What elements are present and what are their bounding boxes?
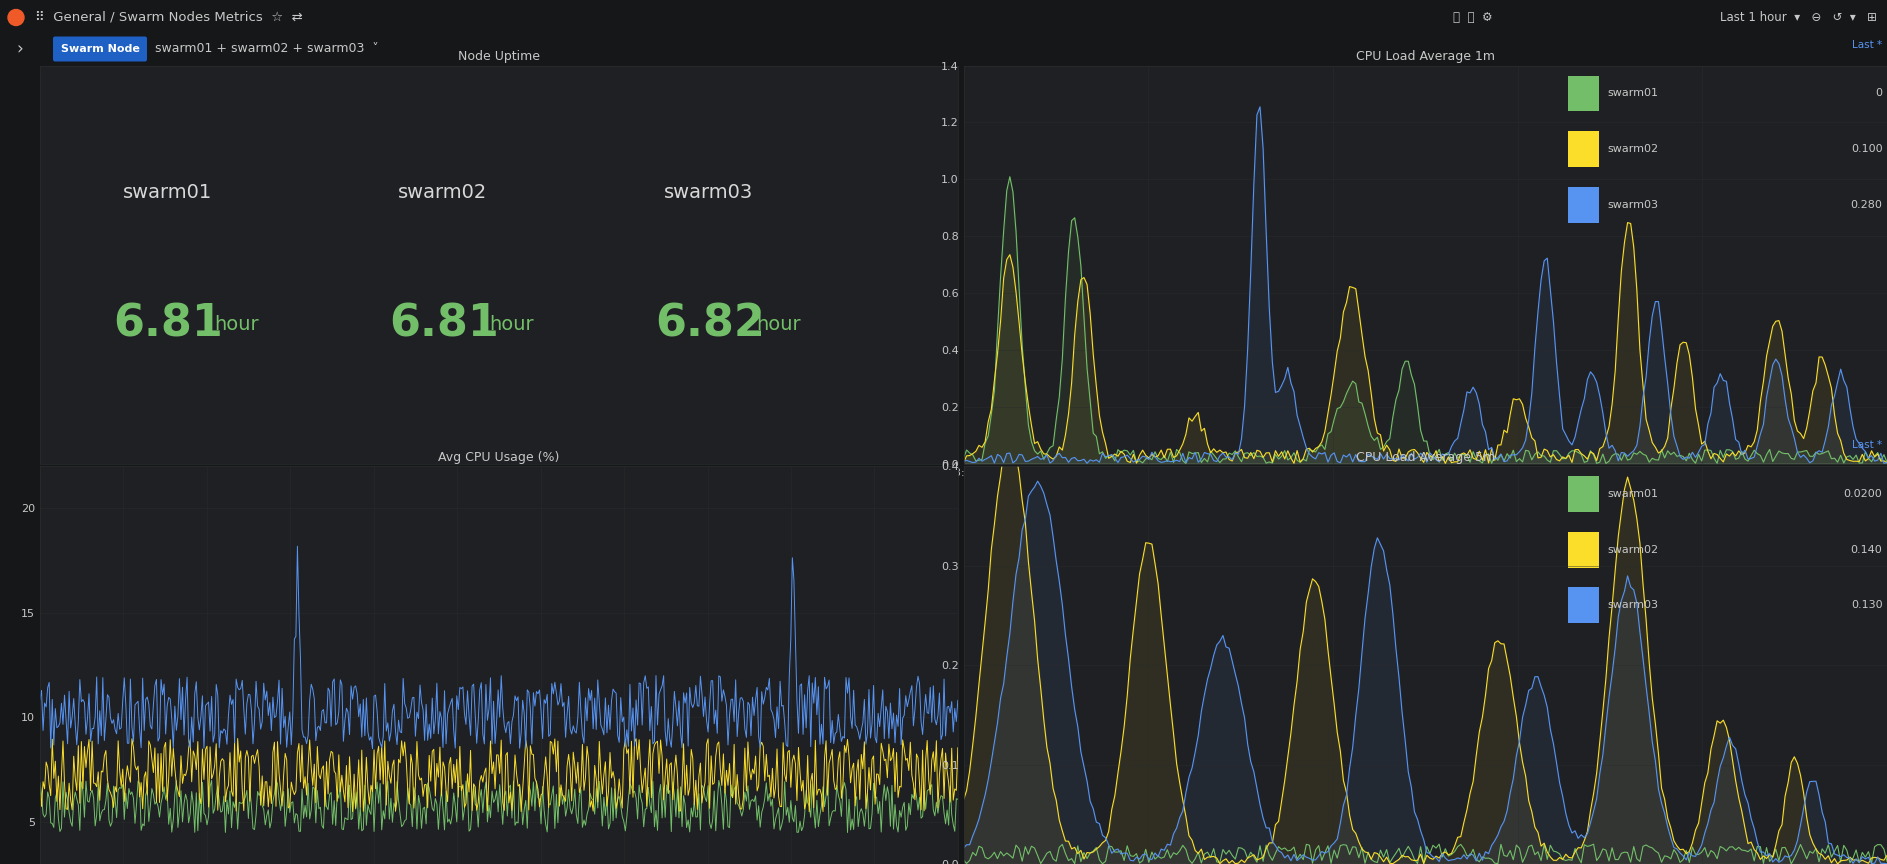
Text: 0: 0 <box>1876 88 1883 98</box>
Text: 0.0200: 0.0200 <box>1844 489 1883 499</box>
Text: 📊  💾  ⚙: 📊 💾 ⚙ <box>1453 11 1493 24</box>
Bar <box>1568 476 1598 511</box>
Title: Node Uptime: Node Uptime <box>459 50 540 63</box>
Text: swarm01: swarm01 <box>123 183 211 202</box>
Text: swarm03: swarm03 <box>1608 200 1659 210</box>
Title: CPU Load Average 5m: CPU Load Average 5m <box>1355 450 1495 464</box>
Text: swarm03: swarm03 <box>1608 600 1659 610</box>
Text: hour: hour <box>215 314 259 334</box>
Text: ›: › <box>17 40 23 58</box>
Bar <box>1568 531 1598 568</box>
Text: Last *: Last * <box>1853 40 1883 49</box>
Text: 6.81: 6.81 <box>389 302 498 346</box>
Text: swarm02: swarm02 <box>1608 544 1659 555</box>
Text: swarm01: swarm01 <box>1608 489 1659 499</box>
Bar <box>1568 588 1598 623</box>
Title: CPU Load Average 1m: CPU Load Average 1m <box>1355 50 1495 63</box>
Text: Swarm Node: Swarm Node <box>60 44 140 54</box>
Text: 0.130: 0.130 <box>1851 600 1883 610</box>
Text: 6.82: 6.82 <box>655 302 764 346</box>
Text: swarm02: swarm02 <box>398 183 487 202</box>
Bar <box>1568 75 1598 111</box>
Text: hour: hour <box>491 314 534 334</box>
Circle shape <box>8 10 25 26</box>
Text: swarm01 + swarm02 + swarm03  ˅: swarm01 + swarm02 + swarm03 ˅ <box>155 42 379 55</box>
Title: Avg CPU Usage (%): Avg CPU Usage (%) <box>438 450 560 464</box>
FancyBboxPatch shape <box>53 36 147 61</box>
Text: swarm02: swarm02 <box>1608 144 1659 154</box>
Text: Last 1 hour  ▾   ⊖   ↺  ▾   ⊞: Last 1 hour ▾ ⊖ ↺ ▾ ⊞ <box>1721 11 1878 24</box>
Text: ⠿  General / Swarm Nodes Metrics  ☆  ⇄: ⠿ General / Swarm Nodes Metrics ☆ ⇄ <box>36 11 302 24</box>
Text: 0.100: 0.100 <box>1851 144 1883 154</box>
Bar <box>1568 131 1598 167</box>
Text: Last *: Last * <box>1853 440 1883 450</box>
Bar <box>1568 187 1598 223</box>
Text: swarm03: swarm03 <box>664 183 753 202</box>
Text: hour: hour <box>757 314 800 334</box>
Text: swarm01: swarm01 <box>1608 88 1659 98</box>
Text: 0.280: 0.280 <box>1851 200 1883 210</box>
Text: 6.81: 6.81 <box>113 302 223 346</box>
Text: 0.140: 0.140 <box>1851 544 1883 555</box>
